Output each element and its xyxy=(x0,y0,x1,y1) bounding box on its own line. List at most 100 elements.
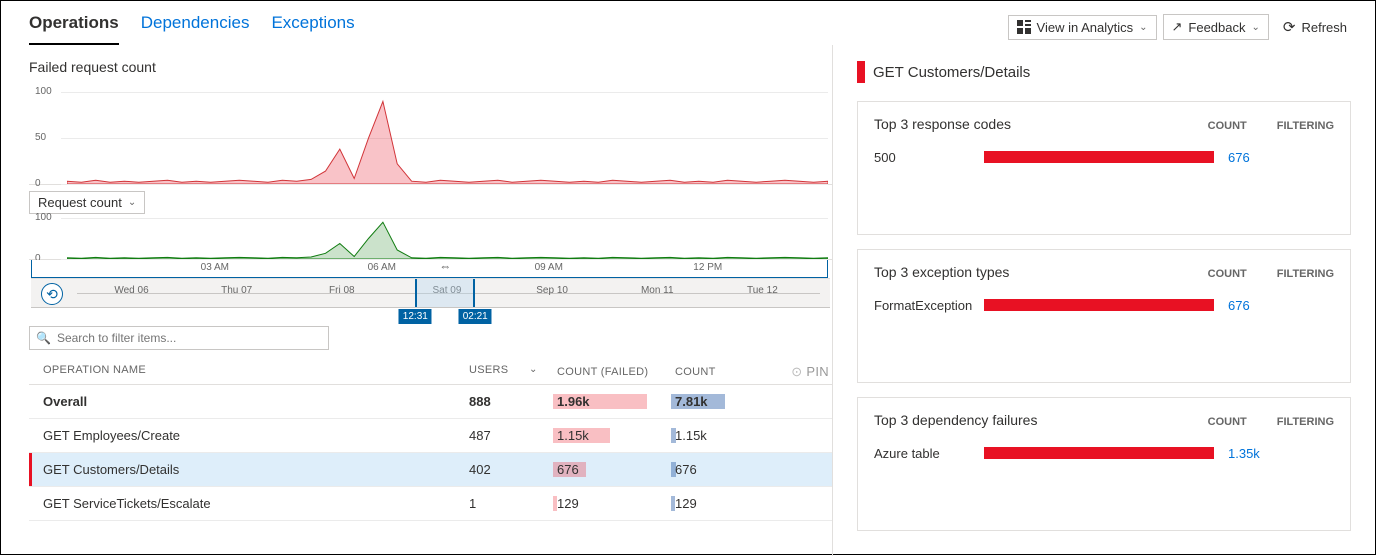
chevron-down-icon: ⌄ xyxy=(1252,22,1260,33)
x-tick-label: 06 AM xyxy=(368,262,396,273)
search-input[interactable]: 🔍 xyxy=(29,326,329,350)
cell-operation-name: GET Employees/Create xyxy=(29,428,469,443)
y-tick-label: 100 xyxy=(35,212,52,223)
time-axis: 03 AM 06 AM 09 AM 12 PM xyxy=(31,260,828,278)
x-tick-label: 09 AM xyxy=(535,262,563,273)
view-in-analytics-label: View in Analytics xyxy=(1037,20,1134,35)
table-row[interactable]: GET Customers/Details 402 676 676 xyxy=(29,453,832,487)
y-tick-label: 100 xyxy=(35,86,52,97)
cell-failed: 1.96k xyxy=(553,394,671,409)
card-row-count[interactable]: 676 xyxy=(1228,150,1274,165)
detail-card: Top 3 response codes COUNT FILTERING 500… xyxy=(857,101,1351,235)
tab-dependencies[interactable]: Dependencies xyxy=(141,9,250,45)
cell-users: 888 xyxy=(469,394,529,409)
cell-operation-name: GET Customers/Details xyxy=(29,462,469,477)
col-count-failed[interactable]: COUNT (FAILED) xyxy=(553,364,671,380)
detail-title-text: GET Customers/Details xyxy=(873,64,1030,81)
cell-failed: 676 xyxy=(553,462,671,477)
scrubber-day-label: Thu 07 xyxy=(221,285,252,296)
cell-count: 7.81k xyxy=(671,394,789,409)
card-col-count: COUNT xyxy=(1208,416,1247,428)
failed-request-chart: 050100 xyxy=(29,83,832,185)
tab-operations[interactable]: Operations xyxy=(29,9,119,45)
analytics-icon xyxy=(1017,20,1031,34)
card-col-count: COUNT xyxy=(1208,120,1247,132)
col-users[interactable]: USERS xyxy=(469,364,529,380)
card-title: Top 3 dependency failures xyxy=(874,412,1037,428)
card-row-name: FormatException xyxy=(874,298,984,313)
card-row-name: Azure table xyxy=(874,446,984,461)
detail-card: Top 3 dependency failures COUNT FILTERIN… xyxy=(857,397,1351,531)
scrubber-day-label: Fri 08 xyxy=(329,285,355,296)
failed-chart-title: Failed request count xyxy=(29,59,832,75)
card-row-count[interactable]: 1.35k xyxy=(1228,446,1274,461)
scrubber-start-badge: 12:31 xyxy=(399,309,432,324)
card-row[interactable]: 500 676 xyxy=(874,146,1334,168)
table-header: OPERATION NAME USERS ⌄ COUNT (FAILED) CO… xyxy=(29,360,832,385)
detail-card: Top 3 exception types COUNT FILTERING Fo… xyxy=(857,249,1351,383)
accent-bar xyxy=(857,61,865,83)
search-icon: 🔍 xyxy=(36,331,51,345)
cell-failed: 1.15k xyxy=(553,428,671,443)
scrubber-day-label: Sep 10 xyxy=(536,285,568,296)
scrubber-day-label: Tue 12 xyxy=(747,285,778,296)
chevron-down-icon: ⌄ xyxy=(128,197,136,208)
card-row-bar xyxy=(984,151,1214,163)
scrubber-selection[interactable]: ⇔ xyxy=(415,279,475,307)
x-tick-label: 12 PM xyxy=(693,262,722,273)
request-count-chart: 0100 xyxy=(29,214,832,260)
feedback-label: Feedback xyxy=(1188,20,1245,35)
cell-operation-name: GET ServiceTickets/Escalate xyxy=(29,496,469,511)
scrubber-day-label: Mon 11 xyxy=(641,285,674,296)
card-row-count[interactable]: 676 xyxy=(1228,298,1274,313)
y-tick-label: 50 xyxy=(35,132,46,143)
cell-count: 129 xyxy=(671,496,789,511)
col-pin: ⊙PIN xyxy=(789,364,829,380)
sort-indicator-icon[interactable]: ⌄ xyxy=(529,364,553,380)
scrubber-end-badge: 02:21 xyxy=(459,309,492,324)
card-row-name: 500 xyxy=(874,150,984,165)
refresh-label: Refresh xyxy=(1301,20,1347,35)
tabs: Operations Dependencies Exceptions xyxy=(29,9,355,45)
metric-dropdown-label: Request count xyxy=(38,195,122,210)
search-field[interactable] xyxy=(57,331,322,345)
feedback-button[interactable]: ↗ Feedback ⌄ xyxy=(1163,14,1269,40)
cell-users: 402 xyxy=(469,462,529,477)
cell-failed: 129 xyxy=(553,496,671,511)
y-tick-label: 0 xyxy=(35,178,41,189)
x-tick-label: 03 AM xyxy=(201,262,229,273)
card-col-filtering: FILTERING xyxy=(1277,416,1334,428)
metric-dropdown[interactable]: Request count ⌄ xyxy=(29,191,145,214)
pin-icon: ⊙ xyxy=(791,364,802,379)
cell-operation-name: Overall xyxy=(29,394,469,409)
card-col-filtering: FILTERING xyxy=(1277,268,1334,280)
cell-users: 1 xyxy=(469,496,529,511)
cell-count: 1.15k xyxy=(671,428,789,443)
card-title: Top 3 response codes xyxy=(874,116,1011,132)
external-link-icon: ↗ xyxy=(1172,19,1183,35)
card-row-bar xyxy=(984,299,1214,311)
tab-exceptions[interactable]: Exceptions xyxy=(271,9,354,45)
card-row[interactable]: Azure table 1.35k xyxy=(874,442,1334,464)
table-row[interactable]: GET Employees/Create 487 1.15k 1.15k xyxy=(29,419,832,453)
resize-icon: ⇔ xyxy=(439,259,451,273)
cell-count: 676 xyxy=(671,462,789,477)
reset-zoom-button[interactable]: ⟲ xyxy=(41,283,63,305)
card-row-bar xyxy=(984,447,1214,459)
chevron-down-icon: ⌄ xyxy=(1139,22,1147,33)
cell-users: 487 xyxy=(469,428,529,443)
card-title: Top 3 exception types xyxy=(874,264,1009,280)
view-in-analytics-button[interactable]: View in Analytics ⌄ xyxy=(1008,15,1157,40)
col-count[interactable]: COUNT xyxy=(671,364,789,380)
header-actions: View in Analytics ⌄ ↗ Feedback ⌄ ⟳ Refre… xyxy=(1008,14,1355,40)
card-col-filtering: FILTERING xyxy=(1277,120,1334,132)
time-scrubber[interactable]: ⟲ Wed 06Thu 07Fri 08Sat 09Sep 10Mon 11Tu… xyxy=(31,278,830,308)
table-row[interactable]: Overall 888 1.96k 7.81k xyxy=(29,385,832,419)
refresh-button[interactable]: ⟳ Refresh xyxy=(1275,14,1355,40)
col-operation-name[interactable]: OPERATION NAME xyxy=(29,364,469,380)
refresh-icon: ⟳ xyxy=(1283,18,1296,36)
table-row[interactable]: GET ServiceTickets/Escalate 1 129 129 xyxy=(29,487,832,521)
scrubber-day-label: Wed 06 xyxy=(114,285,148,296)
card-row[interactable]: FormatException 676 xyxy=(874,294,1334,316)
card-col-count: COUNT xyxy=(1208,268,1247,280)
